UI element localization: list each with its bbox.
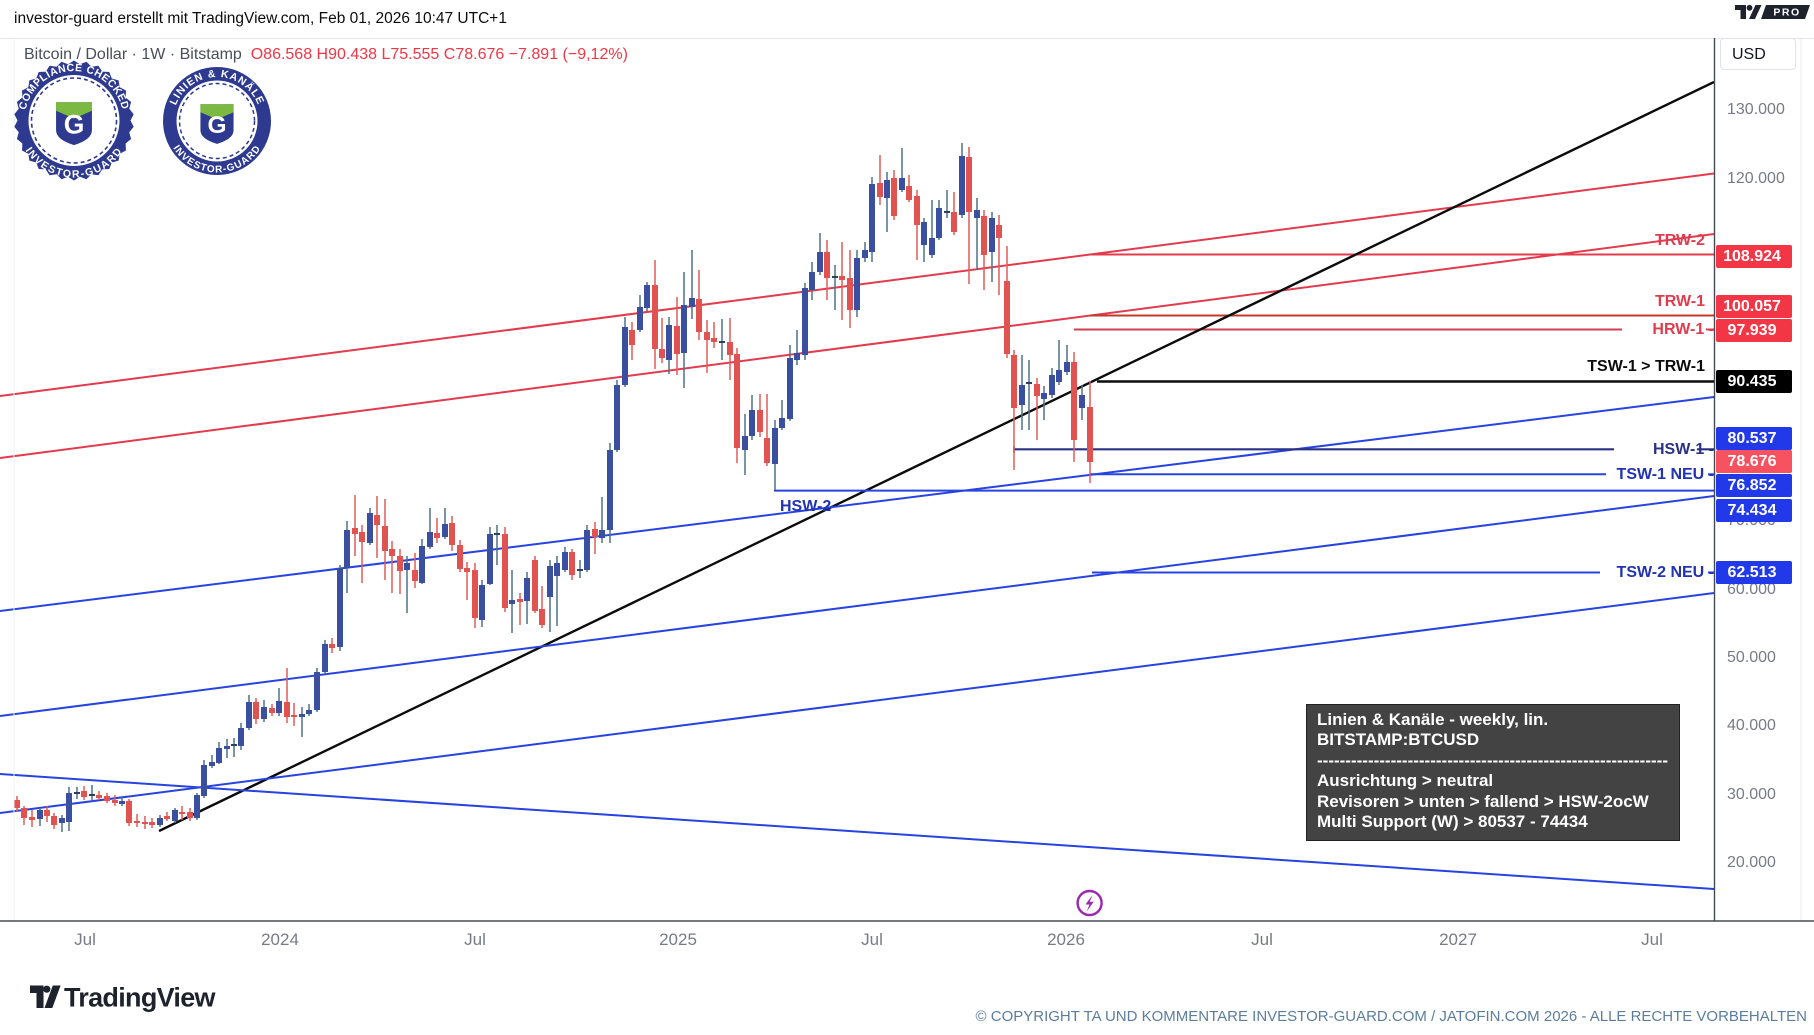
- svg-text:TradingView: TradingView: [64, 983, 217, 1013]
- svg-text:PRO: PRO: [1773, 7, 1800, 19]
- svg-text:G: G: [207, 112, 226, 139]
- svg-text:G: G: [64, 109, 85, 139]
